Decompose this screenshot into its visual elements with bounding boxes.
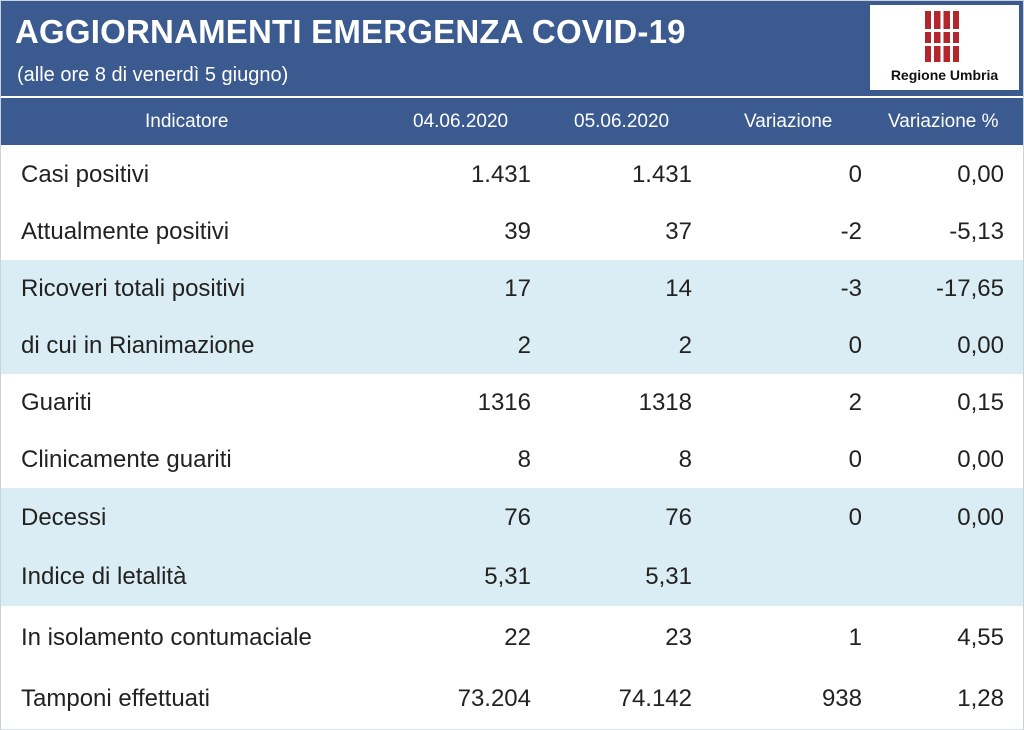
indicator-name: Attualmente positivi [21,217,230,245]
value-05-06: 74.142 [618,685,692,712]
variation-percent: 0,00 [957,331,1004,359]
table-row: Indice di letalità 5,31 5,31 [1,547,1023,607]
indicator-name: Decessi [21,503,107,531]
value-05-06: 37 [665,217,692,245]
table-row: di cui in Rianimazione 2 2 0 0,00 [1,317,1023,375]
value-04-06: 1.431 [470,160,531,188]
indicator-name: Indice di letalità [21,562,187,590]
table-row: Tamponi effettuati 73.204 74.142 938 1,28 [1,669,1023,730]
value-05-06: 23 [665,623,692,651]
indicator-name: Guariti [21,388,92,416]
variation: 0 [848,160,862,188]
variation: 938 [821,685,862,712]
variation-percent: 4,55 [957,623,1004,651]
value-04-06: 8 [517,445,531,473]
indicator-name: Casi positivi [21,160,150,188]
page-subtitle: (alle ore 8 di venerdì 5 giugno) [17,64,289,86]
variation-percent: 0,00 [957,445,1004,473]
variation-percent: -17,65 [935,274,1004,302]
variation-percent: 0,00 [957,160,1004,188]
value-04-06: 22 [504,623,531,651]
column-header: Variazione % [888,111,999,132]
table-row: In isolamento contumaciale 22 23 1 4,55 [1,606,1023,670]
value-05-06: 2 [678,331,692,359]
variation: -2 [840,217,862,245]
value-04-06: 73.204 [457,685,531,712]
variation: 0 [848,503,862,531]
region-logo: Regione Umbria [870,5,1019,90]
table-row: Ricoveri totali positivi 17 14 -3 -17,65 [1,260,1023,318]
variation: 0 [848,445,862,473]
indicator-name: Clinicamente guariti [21,445,232,473]
column-header: 04.06.2020 [413,111,509,132]
value-04-06: 76 [504,503,531,531]
value-04-06: 17 [504,274,531,302]
table-row: Casi positivi 1.431 1.431 0 0,00 [1,146,1023,204]
table-row: Attualmente positivi 39 37 -2 -5,13 [1,203,1023,261]
page-title: AGGIORNAMENTI EMERGENZA COVID-19 [15,13,686,50]
value-04-06: 2 [517,331,531,359]
value-04-06: 39 [504,217,531,245]
variation-percent: -5,13 [949,217,1004,245]
variation: 2 [848,388,862,416]
variation: 1 [848,623,862,651]
table-row: Decessi 76 76 0 0,00 [1,488,1023,548]
value-04-06: 1316 [477,388,531,416]
table-row: Clinicamente guariti 8 8 0 0,00 [1,431,1023,489]
value-05-06: 1.431 [631,160,692,188]
variation: -3 [840,274,862,302]
value-05-06: 5,31 [645,562,692,590]
logo-label: Regione Umbria [890,67,999,83]
variation-percent: 1,28 [957,685,1004,712]
value-05-06: 14 [665,274,692,302]
indicator-name: In isolamento contumaciale [21,623,312,651]
table-header: Indicatore 04.06.2020 05.06.2020 Variazi… [1,98,1023,145]
variation-percent: 0,15 [957,388,1004,416]
table-row: Guariti 1316 1318 2 0,15 [1,374,1023,432]
value-05-06: 1318 [638,388,692,416]
indicator-name: di cui in Rianimazione [21,331,255,359]
header-banner: AGGIORNAMENTI EMERGENZA COVID-19 (alle o… [1,1,1023,96]
variation: 0 [848,331,862,359]
column-header: 05.06.2020 [574,111,670,132]
value-05-06: 76 [665,503,692,531]
value-04-06: 5,31 [484,562,531,590]
column-header: Variazione [744,111,833,132]
indicator-name: Ricoveri totali positivi [21,274,246,302]
column-header: Indicatore [145,111,229,132]
indicator-name: Tamponi effettuati [21,685,211,712]
umbria-emblem-icon [925,11,959,62]
variation-percent: 0,00 [957,503,1004,531]
value-05-06: 8 [678,445,692,473]
